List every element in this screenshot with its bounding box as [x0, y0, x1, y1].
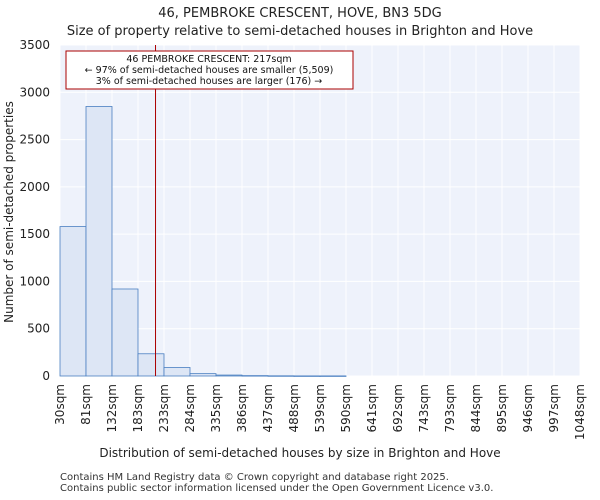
x-tick-label: 437sqm	[261, 384, 275, 432]
x-tick-label: 284sqm	[183, 384, 197, 432]
x-tick-label: 743sqm	[417, 384, 431, 432]
bars	[59, 106, 347, 377]
annotation-box: 46 PEMBROKE CRESCENT: 217sqm ← 97% of se…	[65, 50, 354, 90]
bar-233sqm	[163, 367, 191, 377]
bar-284sqm	[189, 373, 217, 377]
x-tick-label: 692sqm	[391, 384, 405, 432]
x-tick-label: 997sqm	[547, 384, 561, 432]
bar-81sqm	[85, 106, 113, 377]
y-tick-label: 2000	[19, 180, 50, 194]
x-tick-label: 30sqm	[53, 384, 67, 425]
x-tick-label: 641sqm	[365, 384, 379, 432]
y-axis-ticks: 0 500 1000 1500 2000 2500 3000 3500	[19, 38, 50, 383]
x-tick-label: 793sqm	[443, 384, 457, 432]
y-tick-label: 1000	[19, 274, 50, 288]
x-tick-label: 233sqm	[157, 384, 171, 432]
bar-539sqm	[319, 375, 347, 377]
annotation-line-1: 46 PEMBROKE CRESCENT: 217sqm	[126, 54, 291, 65]
x-tick-label: 946sqm	[521, 384, 535, 432]
y-tick-label: 3000	[19, 85, 50, 99]
x-axis-label: Distribution of semi-detached houses by …	[99, 446, 500, 460]
y-tick-label: 3500	[19, 38, 50, 52]
y-tick-label: 2500	[19, 133, 50, 147]
y-tick-label: 1500	[19, 227, 50, 241]
x-tick-label: 183sqm	[131, 384, 145, 432]
annotation-line-3: 3% of semi-detached houses are larger (1…	[96, 76, 323, 87]
x-tick-label: 488sqm	[287, 384, 301, 432]
chart-title: 46, PEMBROKE CRESCENT, HOVE, BN3 5DG	[158, 6, 441, 21]
bar-386sqm	[241, 375, 269, 377]
y-axis-label: Number of semi-detached properties	[2, 101, 16, 323]
x-tick-label: 844sqm	[469, 384, 483, 432]
footer-line-2: Contains public sector information licen…	[60, 483, 494, 494]
y-tick-label: 500	[27, 322, 50, 336]
x-tick-label: 335sqm	[209, 384, 223, 432]
x-tick-label: 539sqm	[313, 384, 327, 432]
footer-line-1: Contains HM Land Registry data © Crown c…	[60, 472, 449, 483]
x-tick-label: 386sqm	[235, 384, 249, 432]
chart-subtitle: Size of property relative to semi-detach…	[67, 24, 533, 39]
x-tick-label: 895sqm	[495, 384, 509, 432]
bar-437sqm	[267, 375, 295, 377]
y-tick-label: 0	[42, 369, 50, 383]
bar-30sqm	[59, 226, 87, 377]
x-tick-label: 1048sqm	[573, 384, 587, 440]
bar-335sqm	[215, 374, 243, 377]
annotation-line-2: ← 97% of semi-detached houses are smalle…	[85, 65, 334, 76]
x-tick-label: 81sqm	[79, 384, 93, 425]
bar-132sqm	[111, 288, 139, 377]
x-axis-ticks: 30sqm 81sqm 132sqm 183sqm 233sqm 284sqm 335sqm…	[53, 384, 587, 440]
bar-488sqm	[293, 375, 321, 377]
bar-183sqm	[137, 353, 165, 377]
x-tick-label: 590sqm	[339, 384, 353, 432]
x-tick-label: 132sqm	[105, 384, 119, 432]
